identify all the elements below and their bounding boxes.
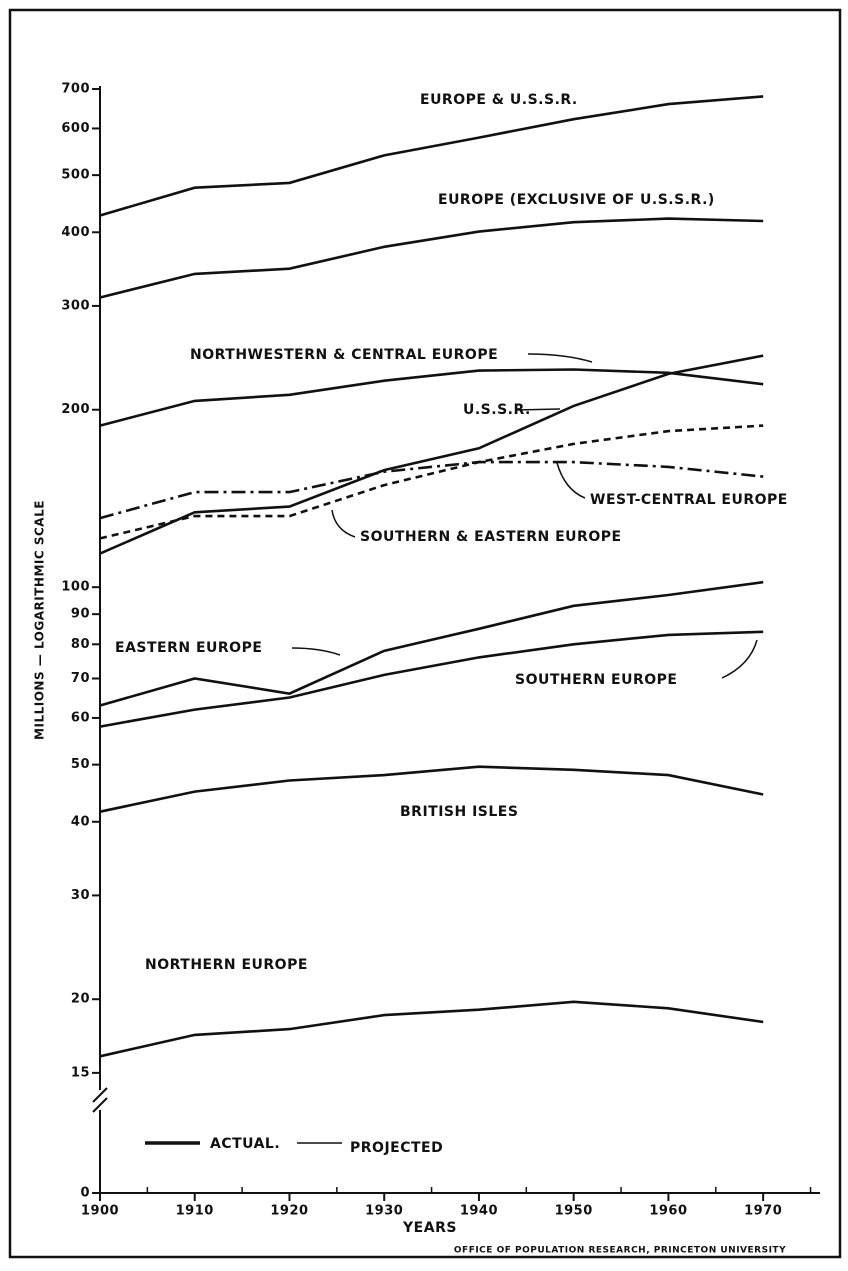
series-line xyxy=(99,217,764,299)
y-tick-label: 30 xyxy=(71,888,90,903)
series-line xyxy=(99,368,764,427)
y-tick-label: 600 xyxy=(61,121,90,136)
x-tick-label: 1960 xyxy=(649,1204,687,1219)
y-axis-label: MILLIONS — LOGARITHMIC SCALE xyxy=(33,500,47,740)
x-tick-label: 1900 xyxy=(81,1204,119,1219)
series-label: SOUTHERN & EASTERN EUROPE xyxy=(360,529,622,545)
y-tick-label: 80 xyxy=(71,637,90,652)
x-tick-label: 1970 xyxy=(744,1204,782,1219)
arrow xyxy=(291,647,341,656)
arrow xyxy=(331,509,356,538)
x-tick-label: 1930 xyxy=(365,1204,403,1219)
arrow xyxy=(514,408,561,411)
series-line xyxy=(99,424,764,540)
x-tick-label: 1940 xyxy=(460,1204,498,1219)
series-label: EASTERN EUROPE xyxy=(115,640,262,656)
series-line xyxy=(99,765,764,813)
series-label: EUROPE (EXCLUSIVE OF U.S.S.R.) xyxy=(438,192,715,208)
arrow xyxy=(556,462,586,499)
y-tick-label: 50 xyxy=(71,757,90,772)
series-line xyxy=(99,1000,764,1058)
series-label: BRITISH ISLES xyxy=(400,804,518,820)
series-line xyxy=(99,460,764,520)
series-label: SOUTHERN EUROPE xyxy=(515,672,678,688)
series-label: WEST-CENTRAL EUROPE xyxy=(590,492,788,508)
y-tick-label: 70 xyxy=(71,671,90,686)
y-tick-label: 15 xyxy=(71,1065,90,1080)
series-line xyxy=(99,95,764,217)
arrow xyxy=(527,353,593,363)
y-tick-label: 500 xyxy=(61,168,90,183)
arrow xyxy=(721,639,758,679)
series-label: NORTHERN EUROPE xyxy=(145,957,308,973)
series-line xyxy=(99,630,764,728)
x-axis-label: YEARS xyxy=(402,1220,457,1236)
y-tick-label: 0 xyxy=(80,1186,90,1201)
series-label: U.S.S.R. xyxy=(463,402,531,418)
y-tick-label: 400 xyxy=(61,225,90,240)
arrows xyxy=(291,353,758,679)
legend-label: ACTUAL. xyxy=(210,1136,280,1152)
series-label: EUROPE & U.S.S.R. xyxy=(420,92,578,108)
y-tick-label: 40 xyxy=(71,814,90,829)
y-tick-label: 700 xyxy=(61,82,90,97)
frame xyxy=(8,8,842,1259)
series-label: NORTHWESTERN & CENTRAL EUROPE xyxy=(190,347,498,363)
y-tick-label: 200 xyxy=(61,402,90,417)
y-tick-label: 300 xyxy=(61,298,90,313)
source: OFFICE OF POPULATION RESEARCH, PRINCETON… xyxy=(454,1246,786,1256)
y-tick-label: 20 xyxy=(71,992,90,1007)
series-line xyxy=(99,354,764,555)
y-tick-label: 100 xyxy=(61,580,90,595)
x-tick-label: 1910 xyxy=(176,1204,214,1219)
x-tick-label: 1950 xyxy=(555,1204,593,1219)
legend-label: PROJECTED xyxy=(350,1140,443,1156)
y-tick-label: 60 xyxy=(71,710,90,725)
y-tick-label: 90 xyxy=(71,607,90,622)
x-tick-label: 1920 xyxy=(270,1204,308,1219)
axis-break xyxy=(92,1087,108,1113)
series-line xyxy=(99,580,764,707)
